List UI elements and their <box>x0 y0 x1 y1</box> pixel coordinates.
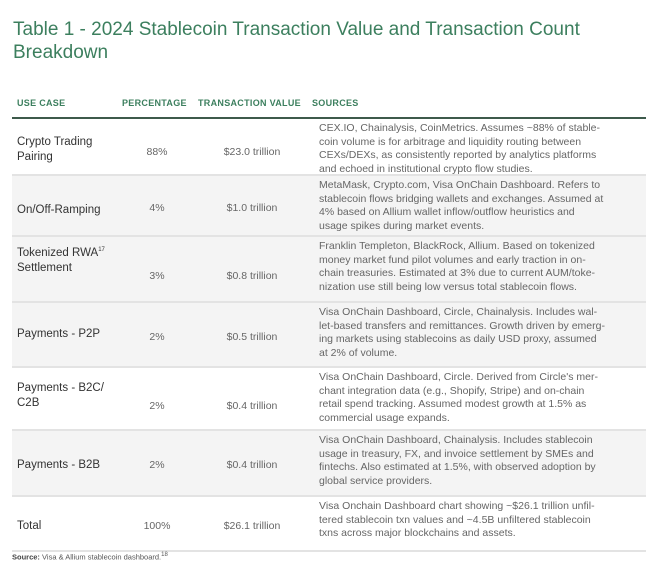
header-transaction-value: TRANSACTION VALUE <box>198 98 301 108</box>
table-row: Payments - B2B 2% $0.4 trillion Visa OnChai… <box>12 431 646 497</box>
use-case-text: On/Off-Ramping <box>17 204 101 216</box>
percentage-cell: 88% <box>146 146 168 158</box>
transaction-value-cell: $23.0 trillion <box>223 146 281 158</box>
transaction-value-cell: $26.1 trillion <box>223 520 281 532</box>
percentage-cell: 2% <box>149 459 165 471</box>
sources-cell: Visa OnChain Dashboard, Circle. Derived … <box>319 371 598 424</box>
use-case-cell: Total <box>17 519 41 534</box>
use-case-text: Payments - P2P <box>17 328 101 340</box>
table-row: Tokenized RWA17 Settlement 3% $0.8 trillion… <box>12 237 646 303</box>
sources-cell: Franklin Templeton, BlackRock, Allium. B… <box>319 240 596 293</box>
source-label: Source: <box>12 552 40 562</box>
transaction-value-cell: $0.5 trillion <box>226 331 278 343</box>
use-case-cell: Crypto Trading Pairing <box>17 135 92 165</box>
transaction-value-cell: $1.0 trillion <box>226 202 278 214</box>
transaction-value-cell: $0.4 trillion <box>226 400 278 412</box>
table-row: Total 100% $26.1 trillion Visa Onchain Dash… <box>12 497 646 552</box>
use-case-cell: Tokenized RWA17 Settlement <box>17 243 105 276</box>
use-case-text: Payments - B2C/ C2B <box>17 382 104 409</box>
use-case-cell: On/Off-Ramping <box>17 203 101 218</box>
footnote-ref: 17 <box>98 247 105 253</box>
use-case-text-2: Settlement <box>17 261 72 274</box>
source-footnote: 18 <box>161 552 168 558</box>
header-sources: SOURCES <box>312 98 359 108</box>
sources-cell: Visa Onchain Dashboard chart showing ~$2… <box>319 500 595 539</box>
table-header: USE CASE PERCENTAGE TRANSACTION VALUE SO… <box>12 92 646 119</box>
percentage-cell: 4% <box>149 202 165 214</box>
source-note: Source: Visa & Allium stablecoin dashboa… <box>12 552 168 562</box>
breakdown-table: USE CASE PERCENTAGE TRANSACTION VALUE SO… <box>12 92 646 552</box>
table-title: Table 1 - 2024 Stablecoin Transaction Va… <box>13 19 580 63</box>
use-case-cell: Payments - P2P <box>17 327 100 342</box>
table-row: On/Off-Ramping 4% $1.0 trillion MetaMask, C… <box>12 176 646 237</box>
use-case-text: Tokenized RWA <box>17 246 99 259</box>
use-case-text: Total <box>17 520 42 532</box>
sources-cell: Visa OnChain Dashboard, Chainalysis. Inc… <box>319 434 596 487</box>
use-case-text: Crypto Trading Pairing <box>17 136 93 163</box>
sources-cell: MetaMask, Crypto.com, Visa OnChain Dashb… <box>319 179 604 232</box>
sources-cell: Visa OnChain Dashboard, Circle, Chainaly… <box>319 306 605 359</box>
percentage-cell: 3% <box>149 270 165 282</box>
sources-cell: CEX.IO, Chainalysis, CoinMetrics. Assume… <box>319 122 600 175</box>
transaction-value-cell: $0.8 trillion <box>226 270 278 282</box>
use-case-cell: Payments - B2B <box>17 458 100 473</box>
table-row: Payments - B2C/ C2B 2% $0.4 trillion Visa O… <box>12 368 646 431</box>
use-case-cell: Payments - B2C/ C2B <box>17 381 104 411</box>
percentage-cell: 2% <box>149 331 165 343</box>
header-percentage: PERCENTAGE <box>122 98 187 108</box>
use-case-text: Payments - B2B <box>17 459 101 471</box>
transaction-value-cell: $0.4 trillion <box>226 459 278 471</box>
percentage-cell: 2% <box>149 400 165 412</box>
table-row: Payments - P2P 2% $0.5 trillion Visa OnChai… <box>12 303 646 368</box>
percentage-cell: 100% <box>143 520 171 532</box>
table-row: Crypto Trading Pairing 88% $23.0 trillion C… <box>12 119 646 176</box>
header-use-case: USE CASE <box>17 98 66 108</box>
source-text: Visa & Allium stablecoin dashboard. <box>42 552 162 562</box>
